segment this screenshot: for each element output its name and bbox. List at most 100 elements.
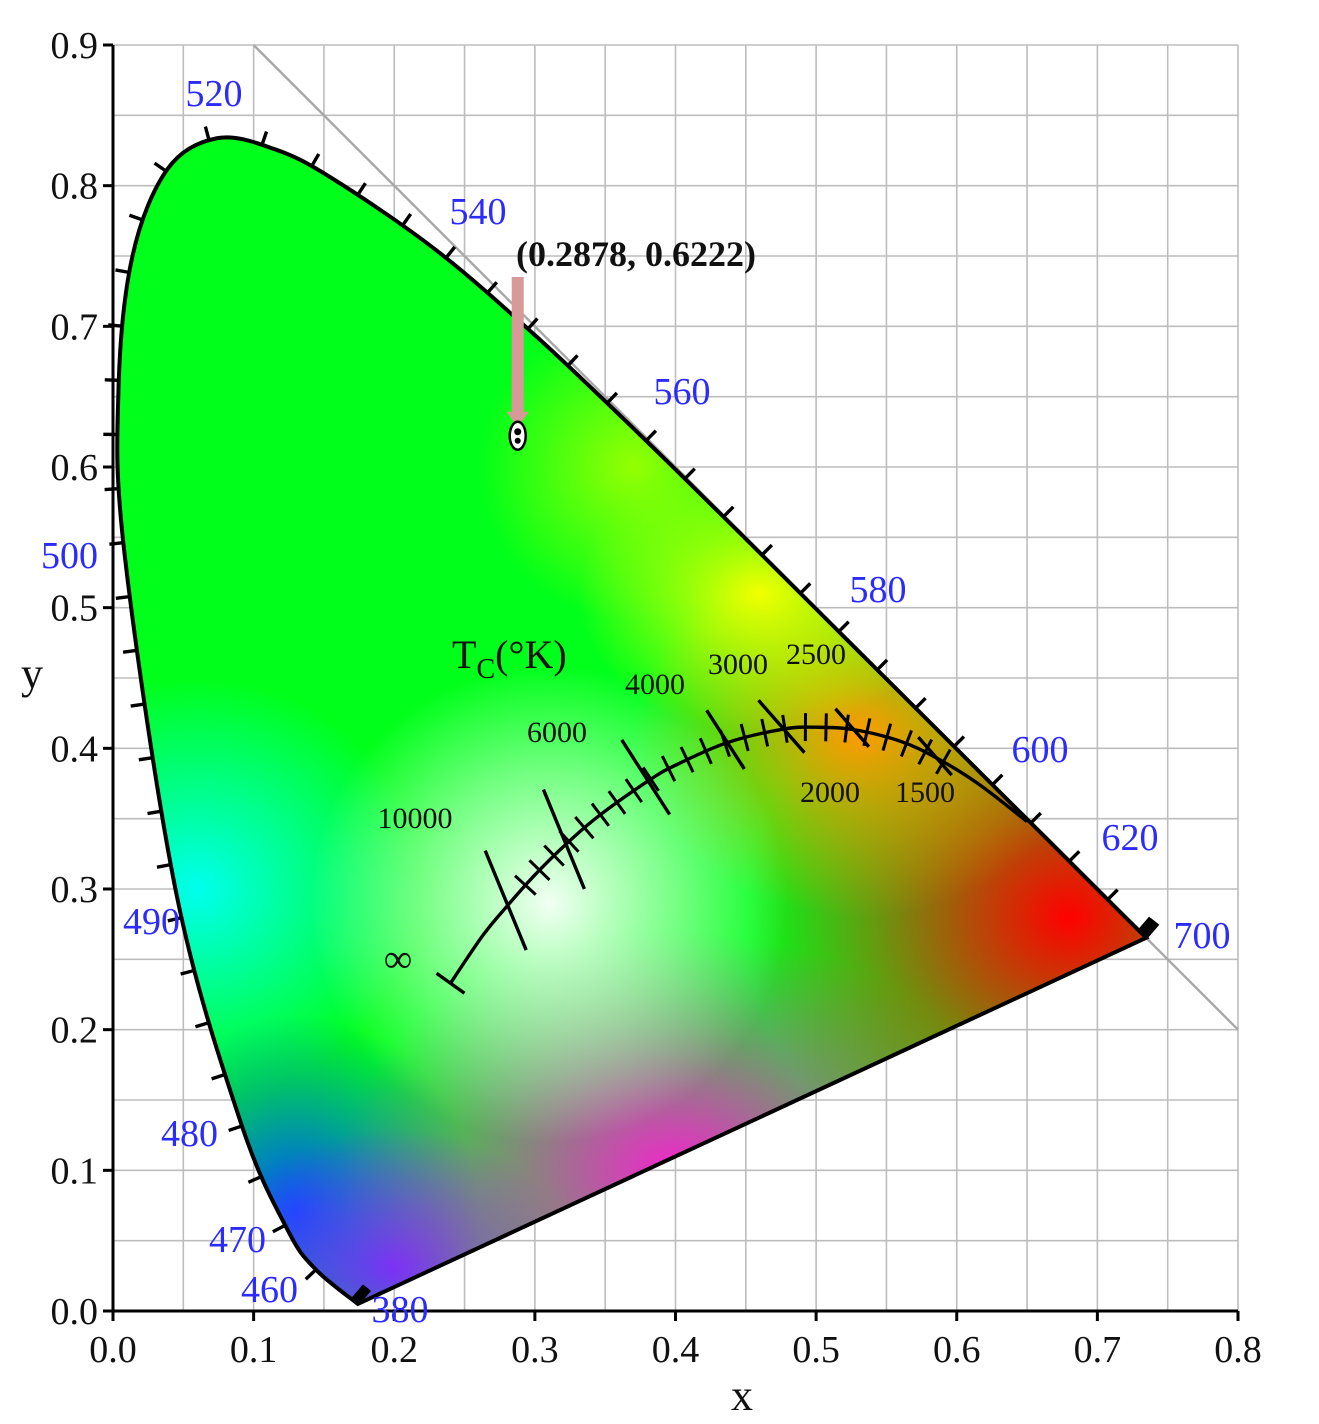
- point-coordinate-label: (0.2878, 0.6222): [516, 234, 756, 274]
- gamut-blob: [309, 663, 788, 1143]
- planck-tick: [660, 755, 677, 782]
- y-tick-label: 0.1: [51, 1150, 99, 1192]
- planck-tick: [607, 790, 627, 815]
- wavelength-tick: [566, 354, 579, 367]
- tc-label: TC(°K): [452, 632, 567, 685]
- cct-labels: 10000 6000 4000 3000 2500 2000 1500: [378, 638, 956, 835]
- cct-label-2500: 2500: [786, 638, 846, 671]
- wavelength-tick: [115, 594, 130, 601]
- wavelength-tick: [486, 281, 499, 294]
- wavelength-tick: [156, 862, 172, 869]
- planck-tick: [641, 766, 660, 792]
- x-tick-label: 0.7: [1074, 1329, 1122, 1371]
- annotation-arrow-head: [506, 411, 529, 428]
- isotherm-line: [757, 699, 806, 754]
- wavelength-label-540: 540: [450, 191, 507, 233]
- cct-label-4000: 4000: [625, 668, 685, 701]
- wavelength-tick: [180, 968, 195, 976]
- planck-tick: [698, 737, 713, 765]
- wavelength-tick: [194, 1021, 210, 1029]
- wavelength-label-620: 620: [1102, 817, 1159, 859]
- x-tick-label: 0.6: [933, 1329, 981, 1371]
- y-tick-label: 0.8: [51, 166, 99, 208]
- planck-tick: [624, 778, 643, 804]
- infinity-endcap: [435, 971, 466, 995]
- planck-tick: [543, 844, 565, 867]
- planck-tick: [514, 874, 537, 896]
- wavelength-tick-dense: [1140, 919, 1155, 936]
- wavelength-tick: [876, 658, 889, 672]
- annotation-arrow-shaft: [511, 277, 524, 414]
- isotherm-line: [541, 788, 586, 890]
- wavelength-tick: [356, 182, 367, 196]
- wavelength-label-470: 470: [209, 1219, 266, 1261]
- y-tick-label: 0.6: [51, 447, 99, 489]
- wavelength-tick: [128, 213, 144, 222]
- wavelength-tick: [526, 317, 539, 331]
- planck-tick: [760, 718, 770, 747]
- planck-tick: [679, 746, 695, 773]
- planck-tick: [899, 729, 913, 758]
- y-tick-label: 0.9: [51, 25, 99, 67]
- isotherm-line: [705, 709, 746, 770]
- wavelength-tick-dense: [1145, 922, 1160, 939]
- axes: 0.0 0.1 0.2 0.3 0.4 0.5 0.6 0.7 0.8 0.0 0.1 0.2 0.3 0…: [51, 25, 1262, 1371]
- wavelength-label-560: 560: [654, 371, 711, 413]
- wavelength-tick: [799, 582, 812, 595]
- x-tick-label: 0.0: [89, 1329, 137, 1371]
- planckian-curve: [449, 725, 1029, 985]
- wavelength-tick: [228, 1124, 243, 1133]
- wavelength-tick: [147, 809, 162, 816]
- tc-unit: (°K): [495, 632, 567, 677]
- spectral-locus: [115, 135, 1150, 1307]
- wavelength-label-490: 490: [123, 901, 180, 943]
- x-tick-label: 0.5: [792, 1329, 840, 1371]
- wavelength-tick: [260, 131, 269, 146]
- wavelength-labels: 380 460 470 480 490 500 520 540 560 580 600 620 700: [41, 73, 1231, 1331]
- wavelength-tick: [760, 543, 774, 557]
- wavelength-tick-dense: [1138, 917, 1153, 934]
- wavelength-tick: [109, 541, 124, 546]
- x-tick-label: 0.2: [371, 1329, 419, 1371]
- infinity-label: ∞: [384, 936, 413, 981]
- isotherm-line: [483, 849, 528, 951]
- wavelength-tick: [722, 505, 735, 519]
- x-tick-label: 0.3: [511, 1329, 559, 1371]
- wavelength-ticks: [103, 126, 1160, 1305]
- spectral-locus-outline: [115, 135, 1150, 1307]
- wavelength-tick: [914, 696, 927, 710]
- wavelength-tick: [1029, 811, 1042, 825]
- y-tick-label: 0.0: [51, 1291, 99, 1333]
- planck-tick: [917, 738, 933, 766]
- wavelength-tick: [401, 212, 413, 227]
- planck-tick: [881, 723, 893, 751]
- wavelength-tick: [1106, 888, 1119, 901]
- wavelength-label-480: 480: [161, 1113, 218, 1155]
- y-tick-label: 0.4: [51, 728, 99, 770]
- cct-label-10000: 10000: [378, 802, 453, 835]
- wavelength-tick: [167, 916, 182, 923]
- cct-label-6000: 6000: [527, 716, 587, 749]
- wavelength-tick: [211, 1072, 226, 1081]
- wavelength-label-520: 520: [186, 73, 243, 115]
- planck-tick: [528, 859, 551, 881]
- wavelength-tick: [644, 429, 658, 442]
- planck-tick: [574, 816, 595, 840]
- wavelength-tick: [1068, 850, 1081, 863]
- wavelength-tick: [138, 755, 153, 762]
- annotation-point-dot: [514, 437, 521, 444]
- wavelength-tick: [122, 648, 138, 654]
- wavelength-label-580: 580: [850, 569, 907, 611]
- y-tick-label: 0.2: [51, 1010, 99, 1052]
- isotherm-line: [620, 739, 672, 816]
- wavelength-tick: [272, 1223, 287, 1234]
- x-tick-label: 0.4: [652, 1329, 700, 1371]
- wavelength-label-500: 500: [41, 535, 98, 577]
- wavelength-label-700: 700: [1174, 915, 1231, 957]
- x-tick-label: 0.1: [230, 1329, 278, 1371]
- cct-label-2000: 2000: [800, 776, 860, 809]
- wavelength-tick: [952, 735, 966, 748]
- wavelength-tick-dense: [1137, 916, 1152, 933]
- tc-main: T: [452, 632, 476, 677]
